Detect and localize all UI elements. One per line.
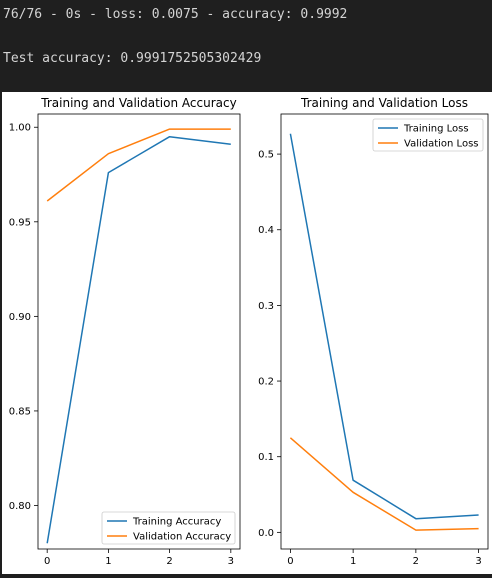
- x-tick-label: 0: [287, 556, 293, 567]
- y-tick-label: 0.90: [9, 312, 31, 323]
- accuracy-chart: Training and Validation Accuracy 0 1 2 3 0.80…: [9, 96, 241, 567]
- y-tick-label: 0.1: [258, 452, 274, 463]
- console-test-accuracy-line: Test accuracy: 0.9991752505302429: [3, 51, 262, 66]
- axes-frame: [280, 113, 489, 550]
- legend-label: Validation Loss: [404, 139, 479, 150]
- series-line-validation: [289, 437, 479, 531]
- y-tick-label: 0.3: [258, 301, 274, 312]
- x-tick-label: 3: [228, 556, 234, 567]
- x-tick-label: 3: [475, 556, 481, 567]
- x-tick-label: 1: [350, 556, 356, 567]
- figure-svg: Training and Validation Accuracy 0 1 2 3 0.80…: [9, 96, 489, 567]
- chart-title: Training and Validation Accuracy: [40, 96, 236, 110]
- y-tick-label: 0.2: [258, 377, 274, 388]
- legend-box: [372, 118, 484, 152]
- legend-label: Training Accuracy: [132, 517, 221, 528]
- series-line-training: [289, 133, 479, 520]
- console-output: 76/76 - 0s - loss: 0.0075 - accuracy: 0.…: [0, 0, 492, 92]
- y-tick-label: 0.0: [258, 528, 274, 539]
- legend-box: [101, 511, 236, 545]
- y-tick-label: 0.80: [9, 501, 31, 512]
- y-tick-label: 0.85: [9, 406, 31, 417]
- figure-canvas: Training and Validation Accuracy 0 1 2 3 0.80…: [2, 92, 492, 574]
- chart-title: Training and Validation Loss: [300, 96, 468, 110]
- x-tick-label: 0: [44, 556, 50, 567]
- axes-frame: [37, 113, 241, 550]
- x-tick-label: 1: [105, 556, 111, 567]
- series-line-validation: [46, 128, 231, 202]
- y-tick-label: 0.5: [258, 150, 274, 161]
- legend: Training Loss Validation Loss: [372, 118, 484, 152]
- series-line-training: [46, 135, 231, 544]
- x-tick-label: 2: [166, 556, 172, 567]
- x-tick-label: 2: [413, 556, 419, 567]
- legend-label: Training Loss: [403, 124, 469, 135]
- loss-chart: Training and Validation Loss 0 1 2 3 0.0 0.1 0.…: [258, 96, 489, 567]
- y-tick-label: 1.00: [9, 123, 31, 134]
- console-eval-line: 76/76 - 0s - loss: 0.0075 - accuracy: 0.…: [3, 7, 348, 22]
- legend: Training Accuracy Validation Accuracy: [101, 511, 236, 545]
- legend-label: Validation Accuracy: [133, 532, 231, 543]
- y-tick-label: 0.4: [258, 225, 274, 236]
- y-tick-label: 0.95: [9, 217, 31, 228]
